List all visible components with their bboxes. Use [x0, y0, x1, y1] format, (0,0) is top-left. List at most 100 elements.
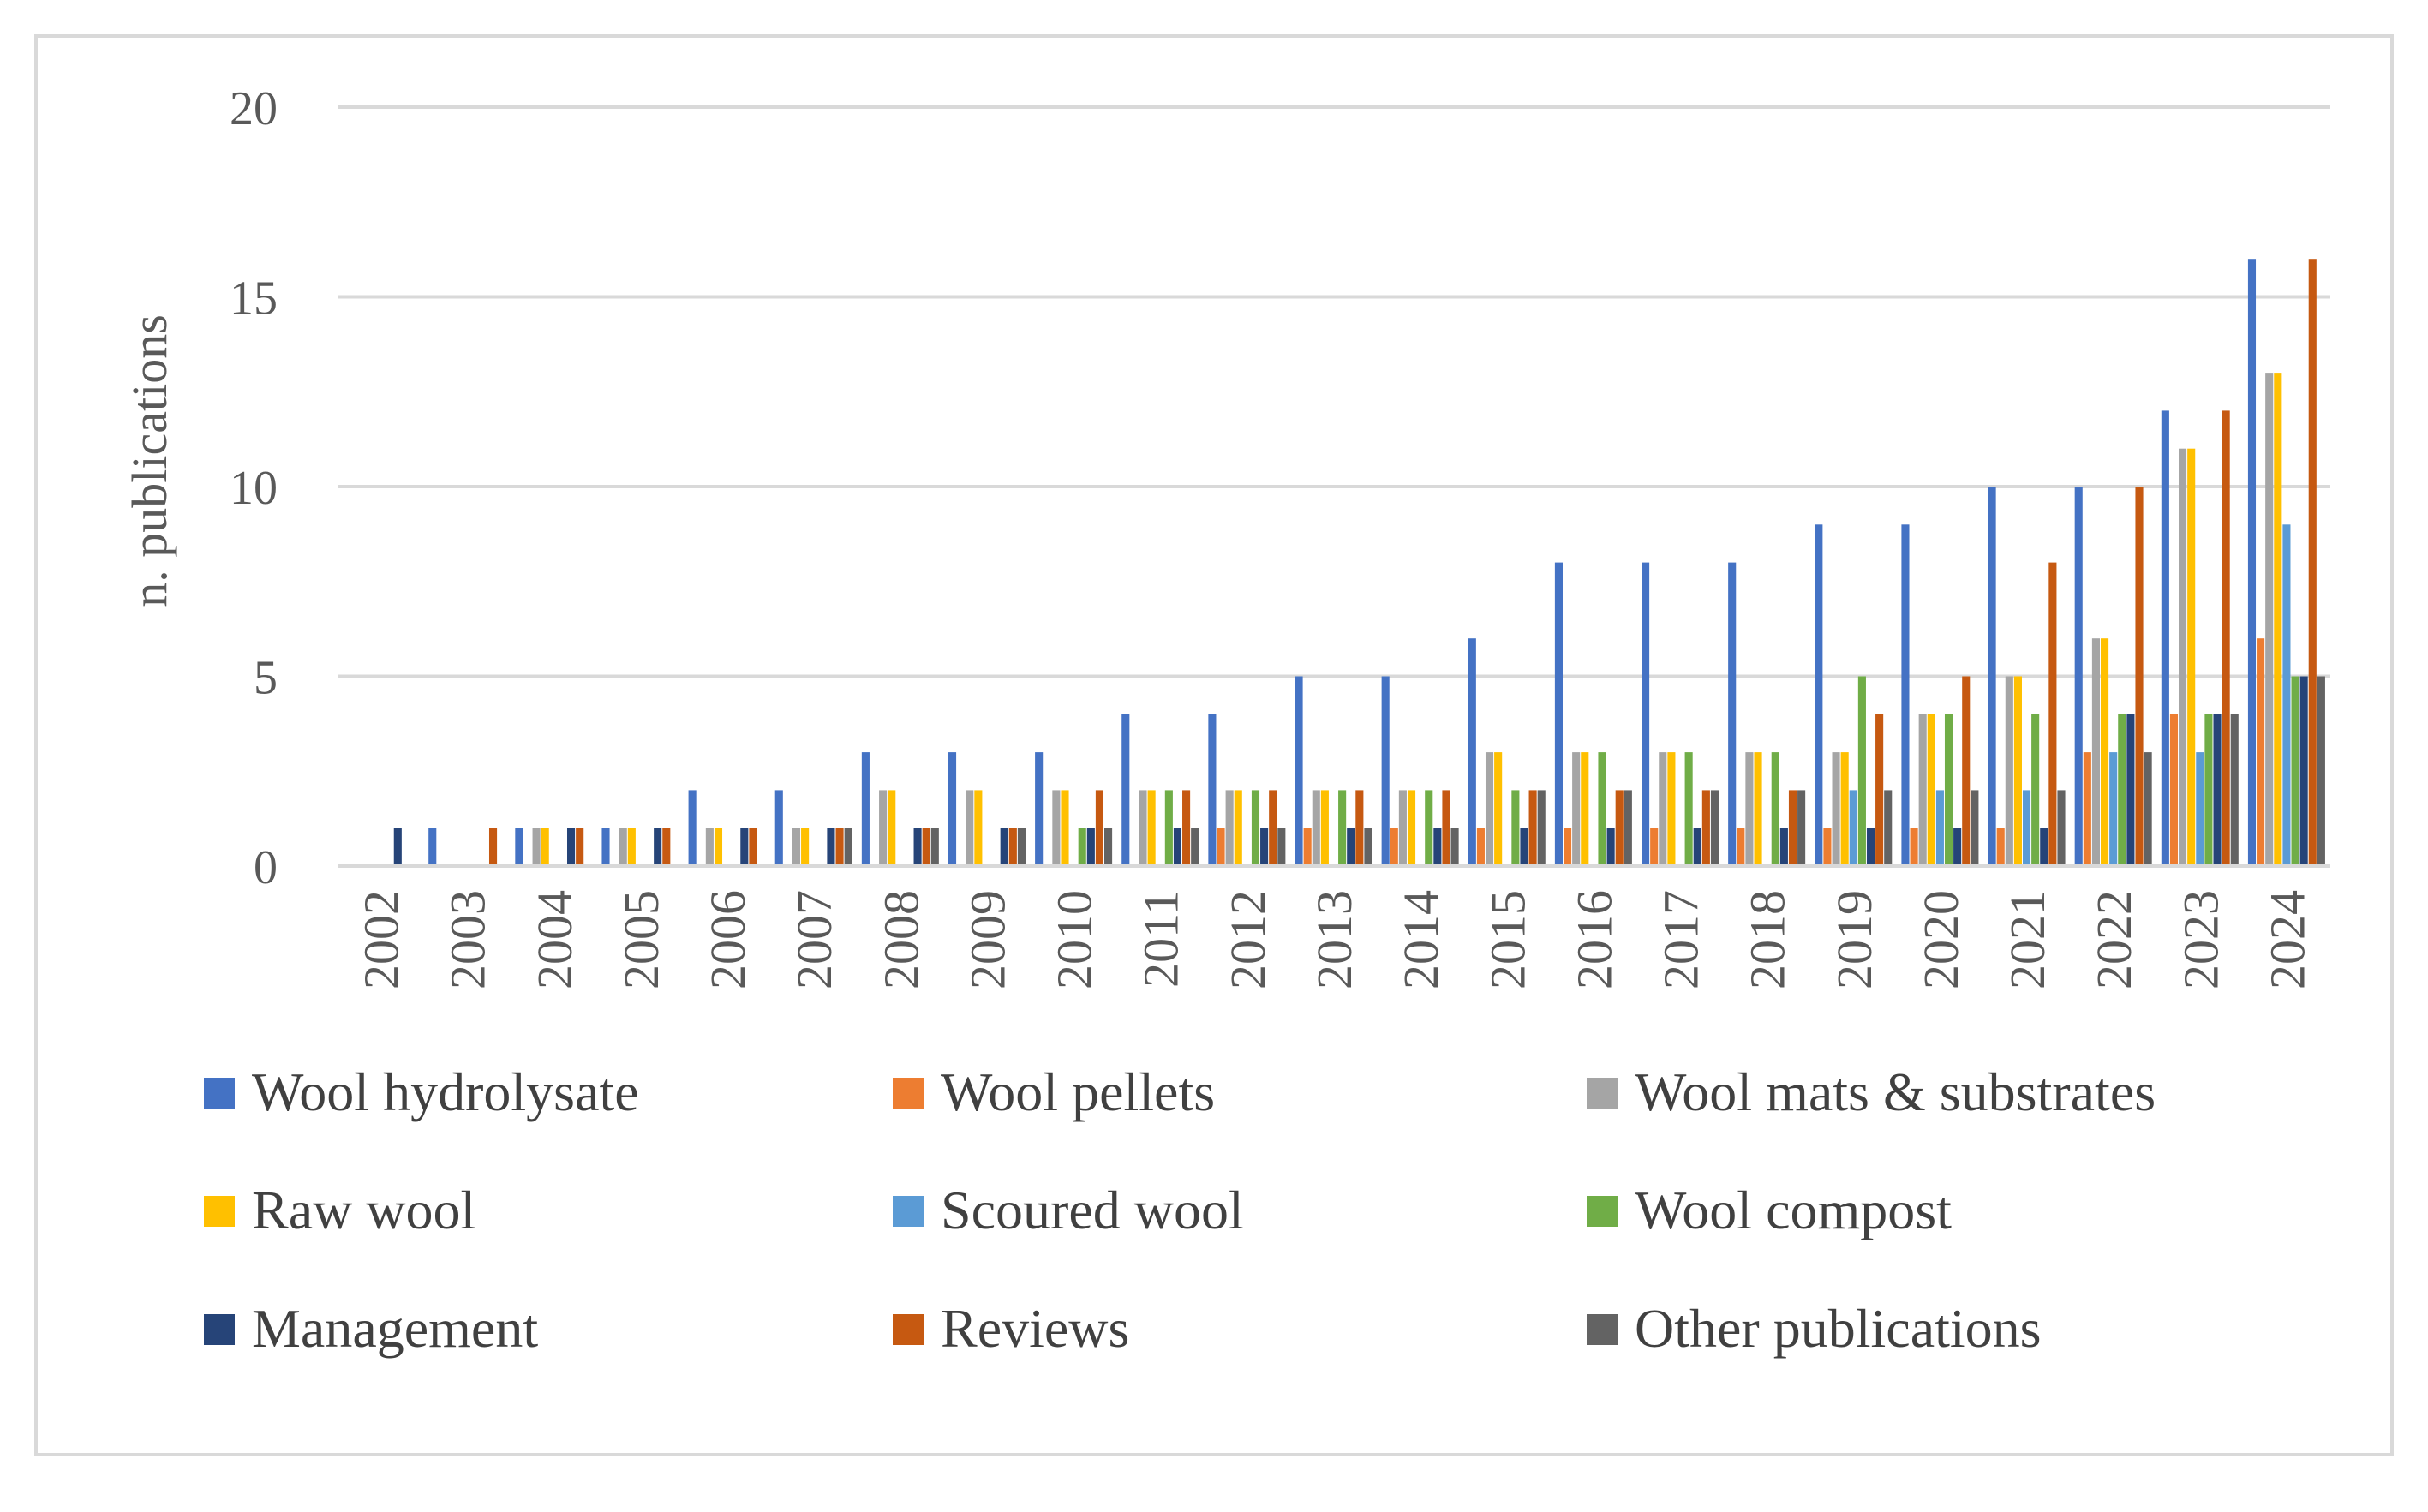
bar: [1494, 752, 1503, 866]
bar: [1771, 752, 1779, 866]
bar: [801, 828, 810, 866]
bar: [922, 828, 930, 866]
bar: [1918, 714, 1927, 866]
bar: [1269, 790, 1277, 866]
bar: [654, 828, 662, 866]
bar: [948, 752, 957, 866]
legend-label: Raw wool: [252, 1180, 475, 1240]
bar: [1797, 790, 1806, 866]
bar: [844, 828, 852, 866]
bar: [2291, 676, 2299, 866]
bar: [1355, 790, 1364, 866]
legend-swatch: [1587, 1314, 1618, 1345]
legend-swatch: [204, 1196, 235, 1227]
bar: [2265, 373, 2274, 867]
y-tick-label: 20: [230, 82, 278, 135]
x-tick-label: 2009: [960, 890, 1015, 989]
y-tick-label: 0: [254, 841, 278, 894]
bar: [2222, 410, 2230, 866]
bar: [1407, 790, 1416, 866]
bar: [1754, 752, 1762, 866]
bar: [1598, 752, 1606, 866]
bar: [2101, 638, 2109, 866]
bar: [1000, 828, 1008, 866]
bar: [1104, 828, 1113, 866]
x-tick-label: 2012: [1220, 890, 1276, 989]
bar: [1971, 790, 1979, 866]
bar: [1442, 790, 1450, 866]
bar: [2005, 676, 2013, 866]
chart: 0 5 10 15 20 n. publications 2002 2003 2004 2005 2…: [122, 82, 2330, 1359]
bar: [1139, 790, 1147, 866]
bar: [1606, 828, 1615, 866]
bar: [2091, 638, 2101, 866]
y-axis-label: n. publications: [122, 314, 177, 607]
bar: [2282, 524, 2291, 866]
bar: [1364, 828, 1372, 866]
bar: [627, 828, 636, 866]
bar: [861, 752, 870, 866]
bar: [1277, 828, 1286, 866]
bar: [1884, 790, 1893, 866]
bar: [1745, 752, 1754, 866]
bar: [2031, 714, 2040, 866]
bar: [2247, 259, 2257, 866]
bar: [1779, 828, 1788, 866]
bar: [532, 828, 541, 866]
x-tick-label: 2005: [613, 890, 669, 989]
bar: [2040, 828, 2048, 866]
x-tick-label: 2011: [1133, 890, 1189, 988]
bar: [1866, 828, 1875, 866]
bar: [714, 828, 723, 866]
bar: [1035, 752, 1044, 866]
x-tick-label: 2003: [440, 890, 496, 989]
legend-swatch: [1587, 1078, 1618, 1109]
bar: [1260, 828, 1269, 866]
bar: [1823, 828, 1832, 866]
bar: [2299, 676, 2308, 866]
bar: [2161, 410, 2169, 866]
bar: [1511, 790, 1520, 866]
x-tick-label: 2024: [2259, 890, 2315, 989]
bar: [1173, 828, 1182, 866]
bar: [1875, 714, 1884, 866]
bar: [541, 828, 549, 866]
bar: [1537, 790, 1546, 866]
bar: [1520, 828, 1528, 866]
x-tick-label: 2017: [1654, 890, 1709, 989]
bar: [888, 790, 896, 866]
bar: [1121, 714, 1130, 866]
legend-label: Scoured wool: [941, 1180, 1244, 1240]
bar: [2074, 487, 2083, 866]
bar: [601, 828, 610, 866]
bar: [566, 828, 576, 866]
bar: [1468, 638, 1476, 866]
x-tick-label: 2007: [786, 890, 842, 989]
x-tick-label: 2023: [2173, 890, 2228, 989]
bar: [1225, 790, 1234, 866]
bar: [1017, 828, 1026, 866]
bar: [1572, 752, 1581, 866]
x-tick-label: 2019: [1827, 890, 1882, 989]
bar: [393, 828, 402, 866]
legend-swatch: [204, 1314, 235, 1345]
bar: [1615, 790, 1624, 866]
bar: [662, 828, 671, 866]
legend-label: Wool hydrolysate: [252, 1061, 639, 1122]
legend-swatch: [893, 1078, 924, 1109]
bar: [1563, 828, 1572, 866]
bar: [2179, 448, 2187, 866]
x-tick-label: 2018: [1740, 890, 1796, 989]
bar: [930, 828, 939, 866]
bar: [1910, 828, 1918, 866]
bar: [2083, 752, 2091, 866]
bar: [576, 828, 584, 866]
bar: [2308, 259, 2317, 866]
bar: [974, 790, 983, 866]
bar: [1052, 790, 1061, 866]
bar: [879, 790, 888, 866]
bar: [1078, 828, 1086, 866]
bar: [1962, 676, 1971, 866]
bar: [2169, 714, 2179, 866]
legend-swatch: [1587, 1196, 1618, 1227]
